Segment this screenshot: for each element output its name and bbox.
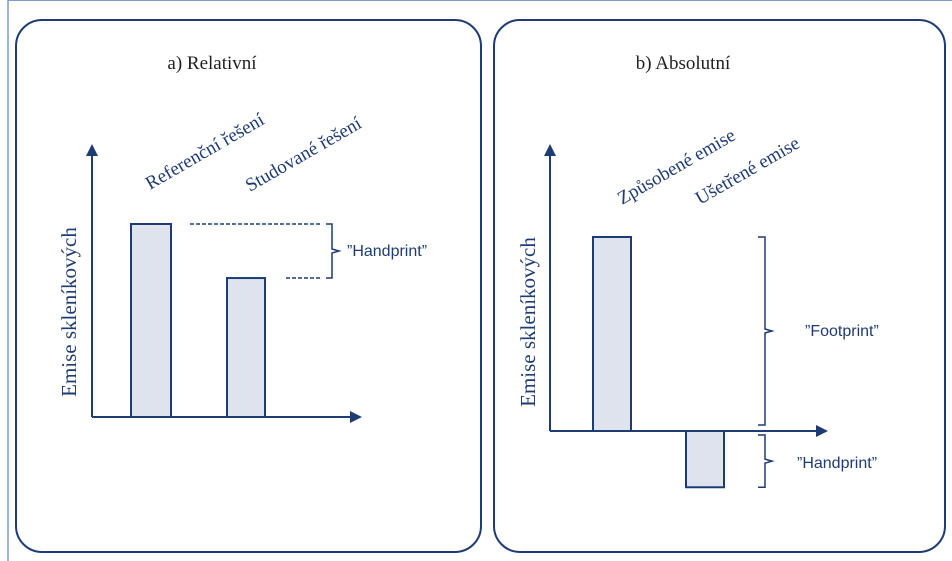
panel-a-bar-studied xyxy=(226,277,266,419)
panel-a-y-axis-label: Emise skleníkových xyxy=(57,227,81,397)
panel-b-title: b) Absolutní xyxy=(636,53,731,74)
panel-a-frame xyxy=(15,19,482,553)
panel-a-handprint-bracket xyxy=(326,223,342,279)
panel-b-footprint-bracket xyxy=(758,236,775,426)
panel-a: a) Relativní Emise skleníkových Referenč… xyxy=(15,19,482,553)
panel-b-handprint-bracket xyxy=(758,434,775,489)
panel-b-footprint-label: ”Footprint” xyxy=(805,323,879,340)
panel-b-handprint-label: ”Handprint” xyxy=(797,455,877,472)
panel-a-title: a) Relativní xyxy=(167,53,257,74)
panel-b: b) Absolutní Emise skleníkových Způsoben… xyxy=(493,19,946,553)
panel-b-y-axis-label: Emise skleníkových xyxy=(516,237,540,407)
panel-b-bar-caused xyxy=(592,236,632,432)
panel-a-bar-reference xyxy=(130,223,172,418)
panel-b-bar-saved xyxy=(685,430,725,489)
panel-a-handprint-label: ”Handprint” xyxy=(347,243,427,260)
panel-b-frame xyxy=(493,19,946,553)
